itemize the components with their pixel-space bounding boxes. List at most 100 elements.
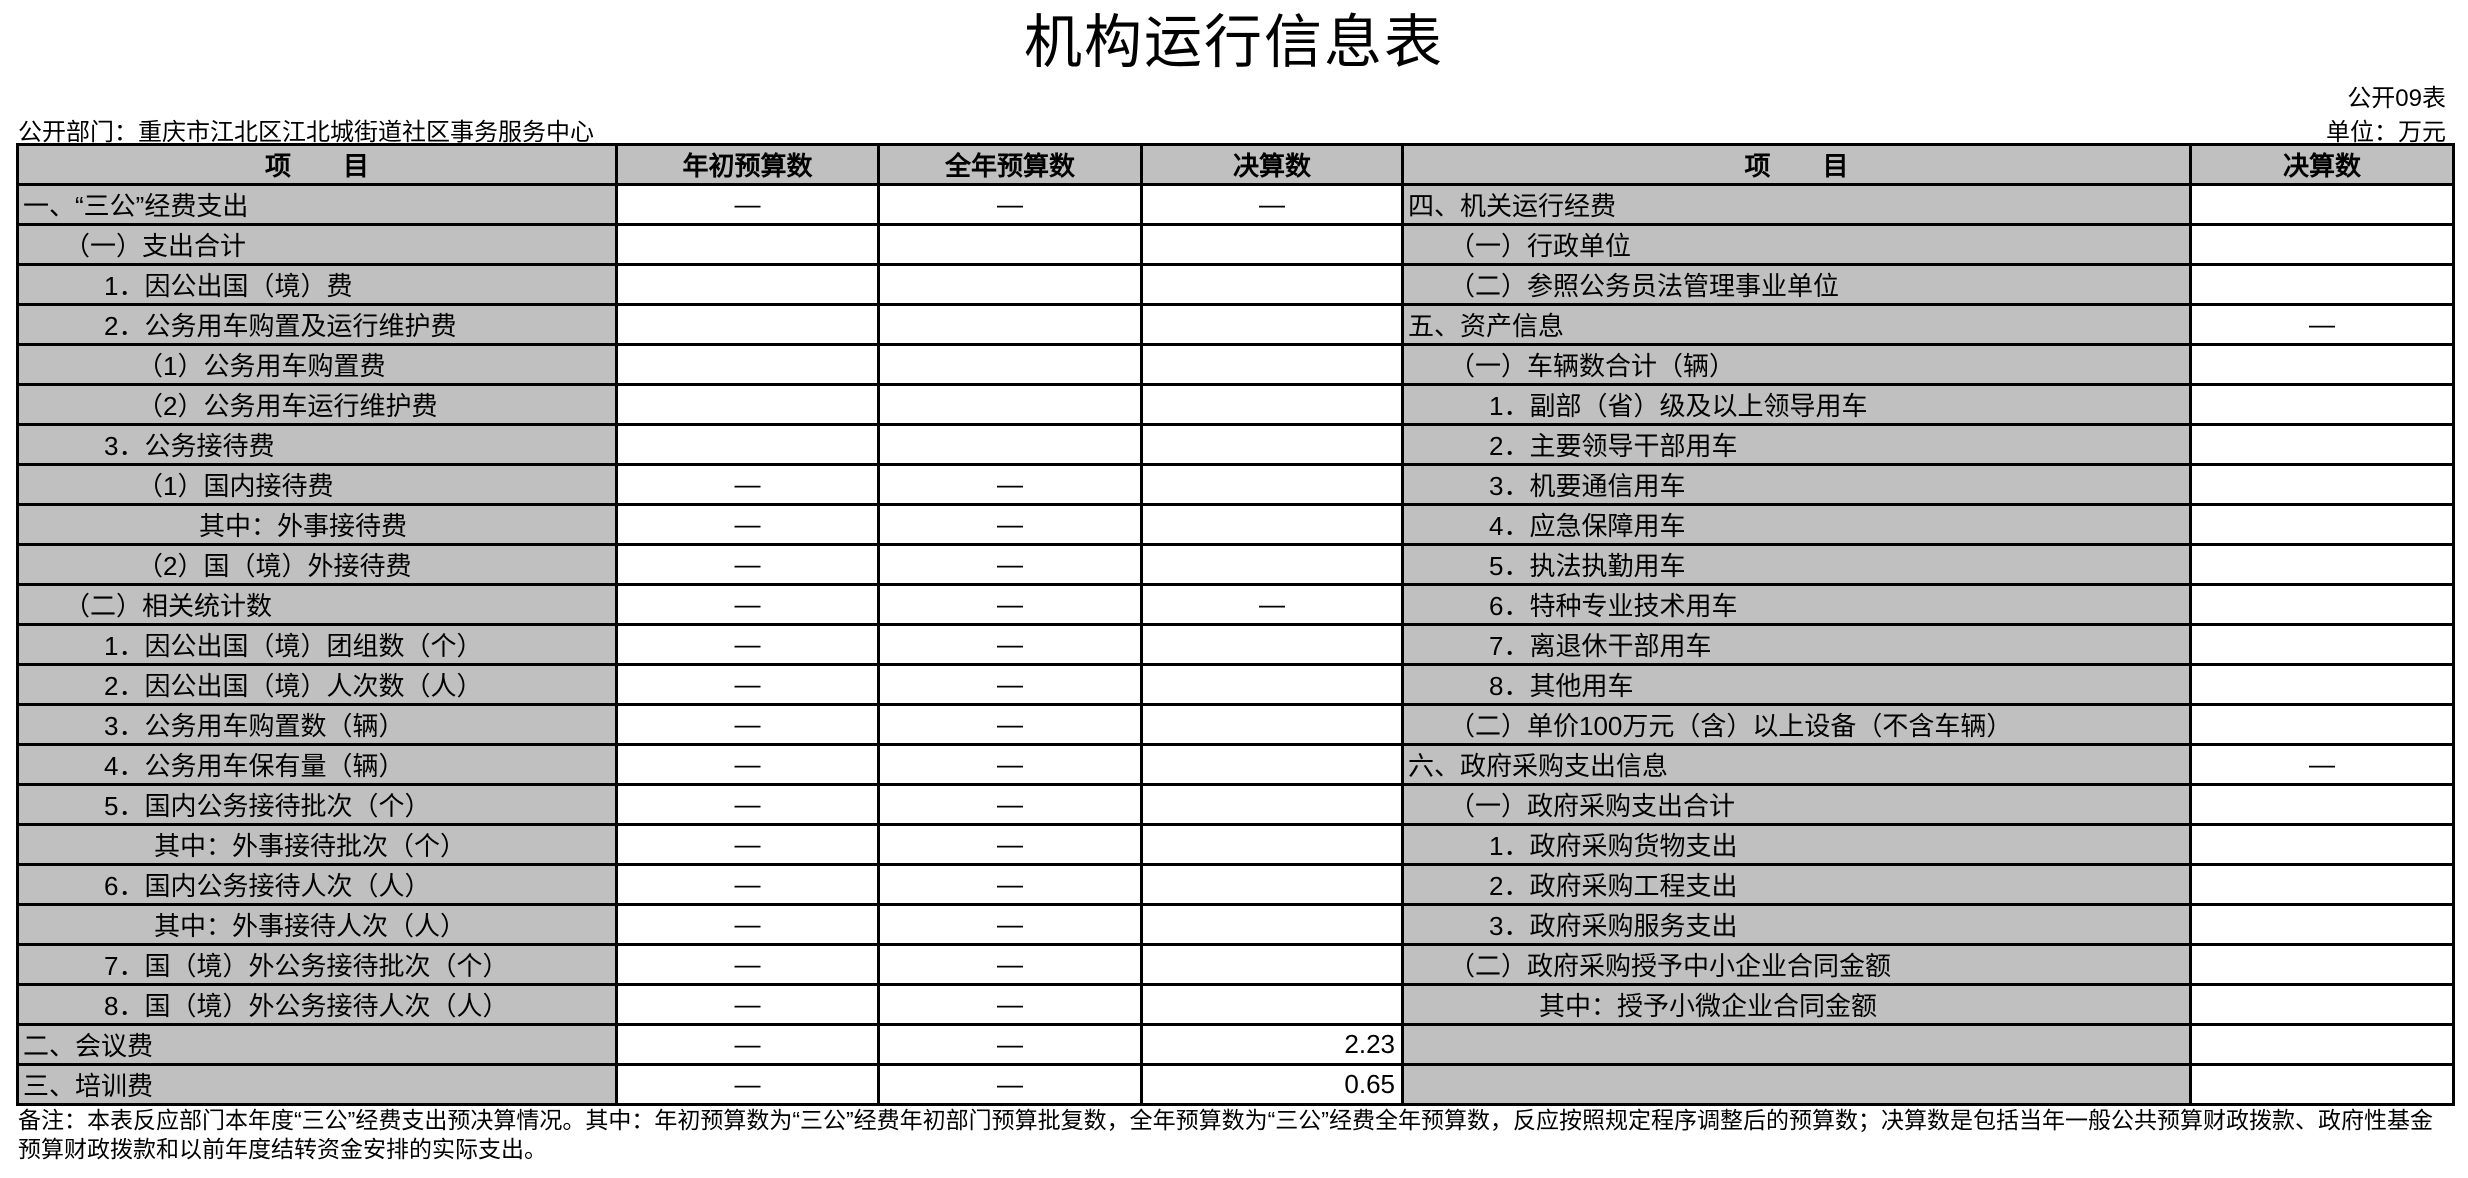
left-item-label: 5．国内公务接待批次（个）	[16, 783, 618, 826]
value-annual	[877, 303, 1143, 346]
table-row: （一）支出合计 （一）行政单位	[16, 223, 2455, 266]
left-item-label: 2．公务用车购置及运行维护费	[16, 303, 618, 346]
value-initial: —	[615, 663, 880, 706]
value-initial: —	[615, 503, 880, 546]
value-initial	[615, 223, 880, 266]
value-initial: —	[615, 823, 880, 866]
value-initial: —	[615, 783, 880, 826]
table-row: 1．因公出国（境）费 （二）参照公务员法管理事业单位	[16, 263, 2455, 306]
left-item-label: 3．公务用车购置数（辆）	[16, 703, 618, 746]
value-initial	[615, 423, 880, 466]
value-initial: —	[615, 743, 880, 786]
value-initial: —	[615, 183, 880, 226]
right-value-final	[2189, 343, 2455, 386]
right-item-label: （二）参照公务员法管理事业单位	[1401, 263, 2192, 306]
department-label: 公开部门：重庆市江北区江北城街道社区事务服务中心	[18, 119, 594, 146]
left-item-label: （2）公务用车运行维护费	[16, 383, 618, 426]
value-annual: —	[877, 863, 1143, 906]
value-final	[1140, 343, 1404, 386]
left-item-label: 7．国（境）外公务接待批次（个）	[16, 943, 618, 986]
value-final	[1140, 943, 1404, 986]
right-value-final	[2189, 623, 2455, 666]
value-annual: —	[877, 1023, 1143, 1066]
table-row: 4．公务用车保有量（辆） — — 六、政府采购支出信息 —	[16, 743, 2455, 786]
value-final	[1140, 463, 1404, 506]
right-item-label: 四、机关运行经费	[1401, 183, 2192, 226]
value-final	[1140, 543, 1404, 586]
left-item-label: 8．国（境）外公务接待人次（人）	[16, 983, 618, 1026]
value-initial	[615, 383, 880, 426]
table-row: 7．国（境）外公务接待批次（个） — — （二）政府采购授予中小企业合同金额	[16, 943, 2455, 986]
table-row: 其中：外事接待批次（个） — —1．政府采购货物支出	[16, 823, 2455, 866]
right-item-label: （一）政府采购支出合计	[1401, 783, 2192, 826]
info-table: 项 目 年初预算数 全年预算数 决算数 项 目 决算数 一、“三公”经费支出 — —…	[16, 143, 2455, 1106]
value-initial: —	[615, 943, 880, 986]
table-row: （1）国内接待费 — —3．机要通信用车	[16, 463, 2455, 506]
right-value-final	[2189, 223, 2455, 266]
right-value-final	[2189, 503, 2455, 546]
value-annual	[877, 223, 1143, 266]
right-item-label: 1．副部（省）级及以上领导用车	[1401, 383, 2192, 426]
value-initial: —	[615, 543, 880, 586]
value-annual: —	[877, 623, 1143, 666]
left-item-label: 二、会议费	[16, 1023, 618, 1066]
table-row: 2．因公出国（境）人次数（人） — —8．其他用车	[16, 663, 2455, 706]
value-annual: —	[877, 543, 1143, 586]
right-value-final	[2189, 263, 2455, 306]
value-initial: —	[615, 1023, 880, 1066]
header-annual-budget: 全年预算数	[877, 143, 1143, 186]
table-row: 2．公务用车购置及运行维护费 五、资产信息 —	[16, 303, 2455, 346]
right-item-label: 2．主要领导干部用车	[1401, 423, 2192, 466]
right-item-label: （一）行政单位	[1401, 223, 2192, 266]
header-right-final-account: 决算数	[2189, 143, 2455, 186]
right-item-label: 5．执法执勤用车	[1401, 543, 2192, 586]
value-initial	[615, 303, 880, 346]
table-number: 公开09表	[2347, 85, 2446, 112]
unit-label: 单位：万元	[2326, 119, 2446, 146]
value-initial: —	[615, 463, 880, 506]
value-initial: —	[615, 903, 880, 946]
table-row: （2）国（境）外接待费 — —5．执法执勤用车	[16, 543, 2455, 586]
right-item-label: （一）车辆数合计（辆）	[1401, 343, 2192, 386]
right-value-final	[2189, 903, 2455, 946]
value-final	[1140, 423, 1404, 466]
left-item-label: （一）支出合计	[16, 223, 618, 266]
right-item-label	[1401, 1063, 2192, 1106]
table-row: 1．因公出国（境）团组数（个） — —7．离退休干部用车	[16, 623, 2455, 666]
left-item-label: 6．国内公务接待人次（人）	[16, 863, 618, 906]
value-annual: —	[877, 183, 1143, 226]
value-initial	[615, 263, 880, 306]
footnote: 备注：本表反应部门本年度“三公”经费支出预决算情况。其中：年初预算数为“三公”经…	[18, 1107, 2433, 1162]
value-final: —	[1140, 583, 1404, 626]
value-final: —	[1140, 183, 1404, 226]
value-final	[1140, 863, 1404, 906]
table-row: （2）公务用车运行维护费 1．副部（省）级及以上领导用车	[16, 383, 2455, 426]
left-item-label: 其中：外事接待费	[16, 503, 618, 546]
value-final	[1140, 263, 1404, 306]
right-item-label	[1401, 1023, 2192, 1066]
right-value-final	[2189, 183, 2455, 226]
value-final	[1140, 783, 1404, 826]
table-row: 三、培训费 — —0.65	[16, 1063, 2455, 1106]
right-item-label: 2．政府采购工程支出	[1401, 863, 2192, 906]
value-final	[1140, 983, 1404, 1026]
value-annual: —	[877, 703, 1143, 746]
right-item-label: 其中：授予小微企业合同金额	[1401, 983, 2192, 1026]
header-final-account: 决算数	[1140, 143, 1404, 186]
left-item-label: 1．因公出国（境）团组数（个）	[16, 623, 618, 666]
value-final	[1140, 303, 1404, 346]
right-item-label: 4．应急保障用车	[1401, 503, 2192, 546]
left-item-label: 其中：外事接待人次（人）	[16, 903, 618, 946]
left-item-label: 4．公务用车保有量（辆）	[16, 743, 618, 786]
value-annual	[877, 263, 1143, 306]
left-item-label: （2）国（境）外接待费	[16, 543, 618, 586]
left-item-label: 1．因公出国（境）费	[16, 263, 618, 306]
value-annual	[877, 423, 1143, 466]
value-initial: —	[615, 863, 880, 906]
value-initial: —	[615, 703, 880, 746]
table-row: 一、“三公”经费支出 — — — 四、机关运行经费	[16, 183, 2455, 226]
value-final	[1140, 743, 1404, 786]
value-annual: —	[877, 583, 1143, 626]
value-final	[1140, 823, 1404, 866]
right-item-label: 3．机要通信用车	[1401, 463, 2192, 506]
